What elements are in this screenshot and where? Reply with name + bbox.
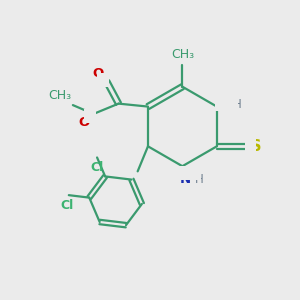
Text: NH: NH — [215, 98, 238, 111]
Text: CH₃: CH₃ — [48, 89, 71, 102]
Text: S: S — [251, 139, 261, 154]
Text: O: O — [79, 116, 90, 129]
Text: N: N — [180, 173, 191, 186]
Text: H: H — [195, 173, 204, 186]
Text: O: O — [84, 110, 96, 123]
Text: Cl: Cl — [90, 161, 104, 174]
Text: S: S — [246, 140, 256, 153]
Text: CH₃: CH₃ — [171, 48, 194, 61]
Text: O: O — [98, 74, 109, 87]
Text: H: H — [233, 98, 242, 111]
Text: Cl: Cl — [61, 199, 74, 212]
Text: NH: NH — [178, 166, 200, 179]
Text: O: O — [92, 67, 103, 80]
Text: N: N — [223, 98, 234, 111]
